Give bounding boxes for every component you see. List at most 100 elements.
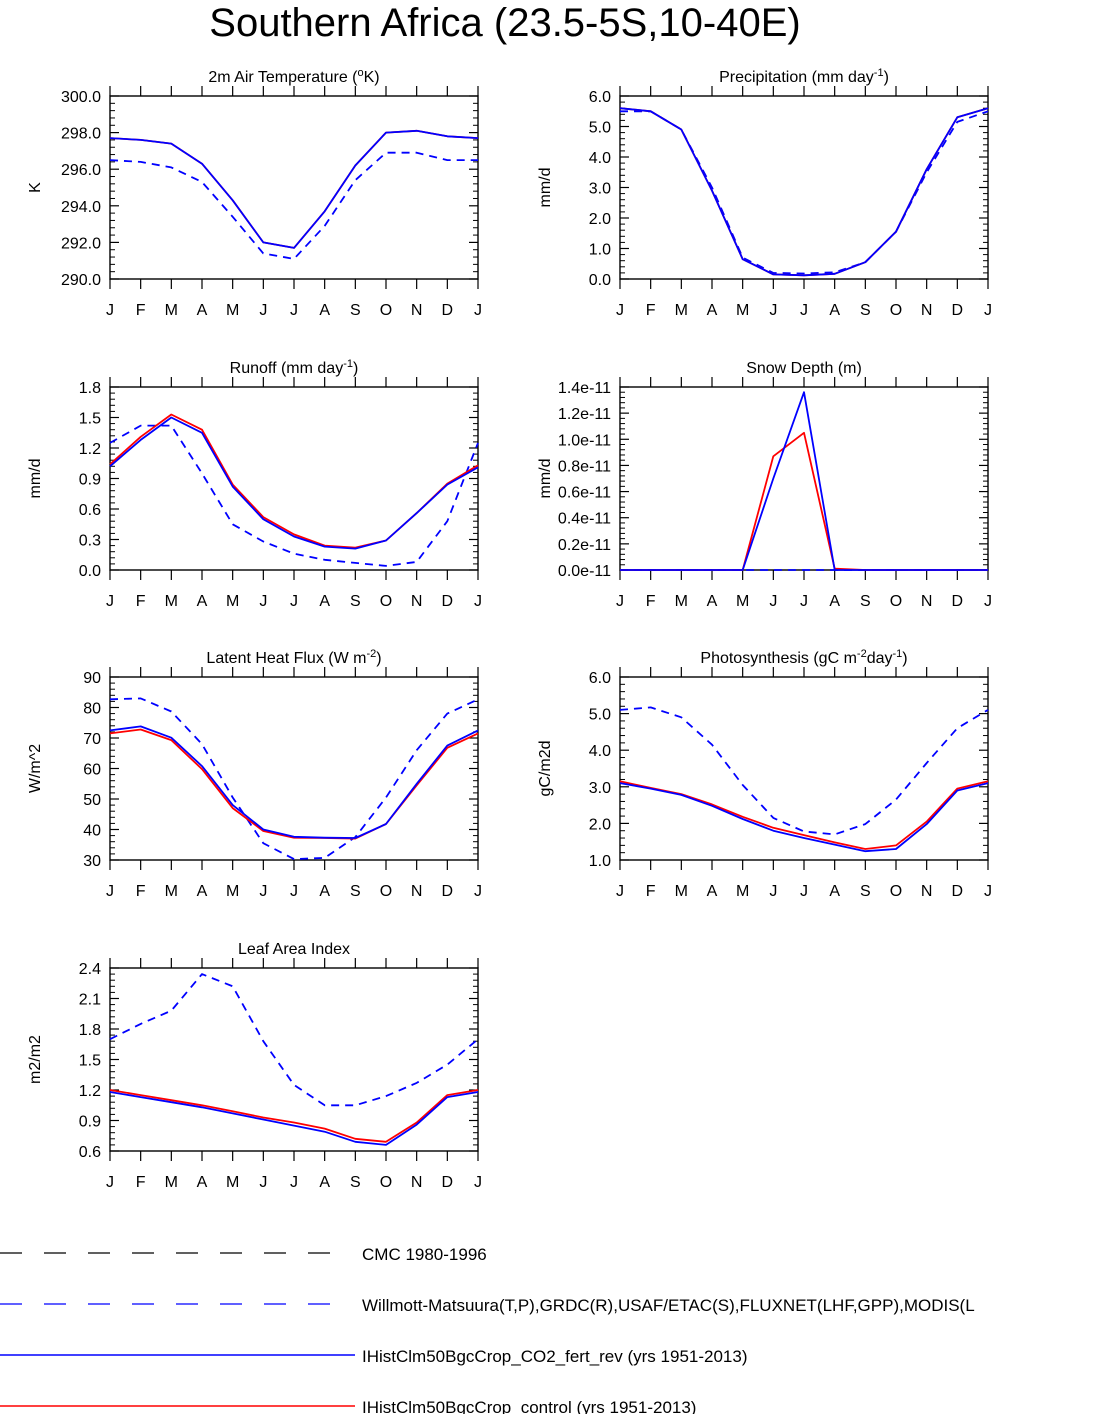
- panel-title: Latent Heat Flux (W m-2): [206, 648, 381, 667]
- plot-frame: [109, 967, 479, 1152]
- x-tick-label: S: [350, 883, 361, 900]
- x-tick-label: S: [350, 302, 361, 319]
- y-tick-label: 2.1: [79, 992, 101, 1009]
- x-tick-label: A: [707, 593, 718, 610]
- x-tick-label: D: [952, 302, 964, 319]
- series-co2-fert: [109, 129, 479, 249]
- series-control: [620, 431, 988, 571]
- x-tick-label: J: [984, 593, 992, 610]
- x-tick-label: F: [136, 302, 146, 319]
- x-tick-label: A: [319, 883, 330, 900]
- y-tick-label: 0.4e-11: [558, 511, 611, 528]
- x-tick-label: D: [952, 593, 964, 610]
- series-co2-fert: [619, 107, 989, 277]
- x-tick-label: F: [136, 593, 146, 610]
- y-tick-label: 1.4e-11: [558, 380, 611, 397]
- x-tick-label: J: [290, 1174, 298, 1191]
- x-tick-label: A: [829, 883, 840, 900]
- legend: CMC 1980-1996 Willmott-Matsuura(T,P),GRD…: [0, 1245, 975, 1414]
- y-tick-label: 90: [83, 670, 101, 687]
- x-tick-label: D: [952, 883, 964, 900]
- x-tick-label: J: [259, 593, 267, 610]
- series-obs: [109, 973, 479, 1107]
- x-tick-label: O: [890, 302, 902, 319]
- y-tick-label: 0.3: [79, 533, 101, 550]
- x-tick-label: A: [197, 593, 208, 610]
- x-tick-label: S: [860, 883, 871, 900]
- chart-grid: 2m Air Temperature (oK) 290.0 292.0 294.0 29…: [27, 67, 992, 1191]
- x-tick-label: O: [890, 883, 902, 900]
- plot-frame: [619, 95, 989, 280]
- x-tick-label: M: [165, 1174, 178, 1191]
- plot-frame: [109, 676, 479, 861]
- x-tick-label: M: [226, 302, 239, 319]
- x-tick-label: M: [736, 593, 749, 610]
- x-tick-label: J: [769, 883, 777, 900]
- y-tick-label: 1.5: [79, 411, 101, 428]
- y-tick-label: 1.2: [79, 1083, 101, 1100]
- x-tick-label: A: [197, 883, 208, 900]
- y-tick-label: 60: [83, 762, 101, 779]
- x-tick-label: M: [226, 883, 239, 900]
- plot-frame: [109, 386, 479, 571]
- y-axis-label: mm/d: [537, 459, 554, 499]
- y-tick-label: 292.0: [61, 235, 101, 252]
- x-tick-label: M: [226, 593, 239, 610]
- x-tick-label: J: [106, 593, 114, 610]
- x-tick-label: M: [165, 883, 178, 900]
- y-tick-label: 0.6: [79, 502, 101, 519]
- y-tick-label: 1.0: [589, 242, 611, 259]
- series-co2-fert: [620, 391, 988, 571]
- x-tick-label: J: [106, 883, 114, 900]
- x-tick-label: J: [106, 1174, 114, 1191]
- x-tick-label: J: [259, 302, 267, 319]
- x-tick-label: M: [736, 883, 749, 900]
- x-tick-label: J: [290, 883, 298, 900]
- x-tick-label: F: [136, 1174, 146, 1191]
- y-tick-label: 3.0: [589, 181, 611, 198]
- panel-title: Photosynthesis (gC m-2day-1): [700, 648, 907, 667]
- y-axis-label: mm/d: [27, 459, 44, 499]
- x-tick-label: M: [675, 593, 688, 610]
- x-tick-label: F: [646, 593, 656, 610]
- legend-label-cmc: CMC 1980-1996: [362, 1245, 487, 1264]
- x-tick-label: A: [707, 883, 718, 900]
- series-obs: [109, 424, 479, 567]
- series-obs: [620, 110, 989, 275]
- y-tick-label: 298.0: [61, 126, 101, 143]
- panel-title: Runoff (mm day-1): [230, 358, 359, 377]
- y-tick-label: 6.0: [589, 89, 611, 106]
- plot-frame: [619, 676, 989, 861]
- y-axis-label: K: [27, 182, 44, 193]
- y-tick-label: 2.0: [589, 816, 611, 833]
- y-axis-label: gC/m2d: [537, 740, 554, 796]
- x-tick-label: J: [616, 302, 624, 319]
- x-tick-label: O: [380, 302, 392, 319]
- y-tick-label: 1.5: [79, 1053, 101, 1070]
- y-tick-label: 1.8: [79, 380, 101, 397]
- x-tick-label: N: [411, 1174, 423, 1191]
- x-tick-label: J: [259, 883, 267, 900]
- x-tick-label: N: [411, 302, 423, 319]
- x-tick-label: D: [442, 302, 454, 319]
- y-tick-label: 2.4: [79, 961, 101, 978]
- x-tick-label: J: [474, 302, 482, 319]
- x-tick-label: N: [921, 302, 933, 319]
- y-tick-label: 1.8: [79, 1022, 101, 1039]
- y-tick-label: 50: [83, 792, 101, 809]
- y-tick-label: 0.9: [79, 472, 101, 489]
- series-control: [109, 728, 479, 840]
- x-tick-label: J: [800, 302, 808, 319]
- y-tick-label: 5.0: [589, 707, 611, 724]
- y-tick-label: 0.0e-11: [558, 563, 611, 580]
- x-tick-label: S: [350, 593, 361, 610]
- x-tick-label: M: [736, 302, 749, 319]
- legend-label-co2: IHistClm50BgcCrop_CO2_fert_rev (yrs 1951…: [362, 1347, 748, 1366]
- y-tick-label: 1.0e-11: [558, 432, 611, 449]
- x-tick-label: D: [442, 1174, 454, 1191]
- x-tick-label: O: [380, 883, 392, 900]
- x-tick-label: J: [259, 1174, 267, 1191]
- y-tick-label: 5.0: [589, 120, 611, 137]
- x-tick-label: N: [411, 883, 423, 900]
- x-tick-label: M: [226, 1174, 239, 1191]
